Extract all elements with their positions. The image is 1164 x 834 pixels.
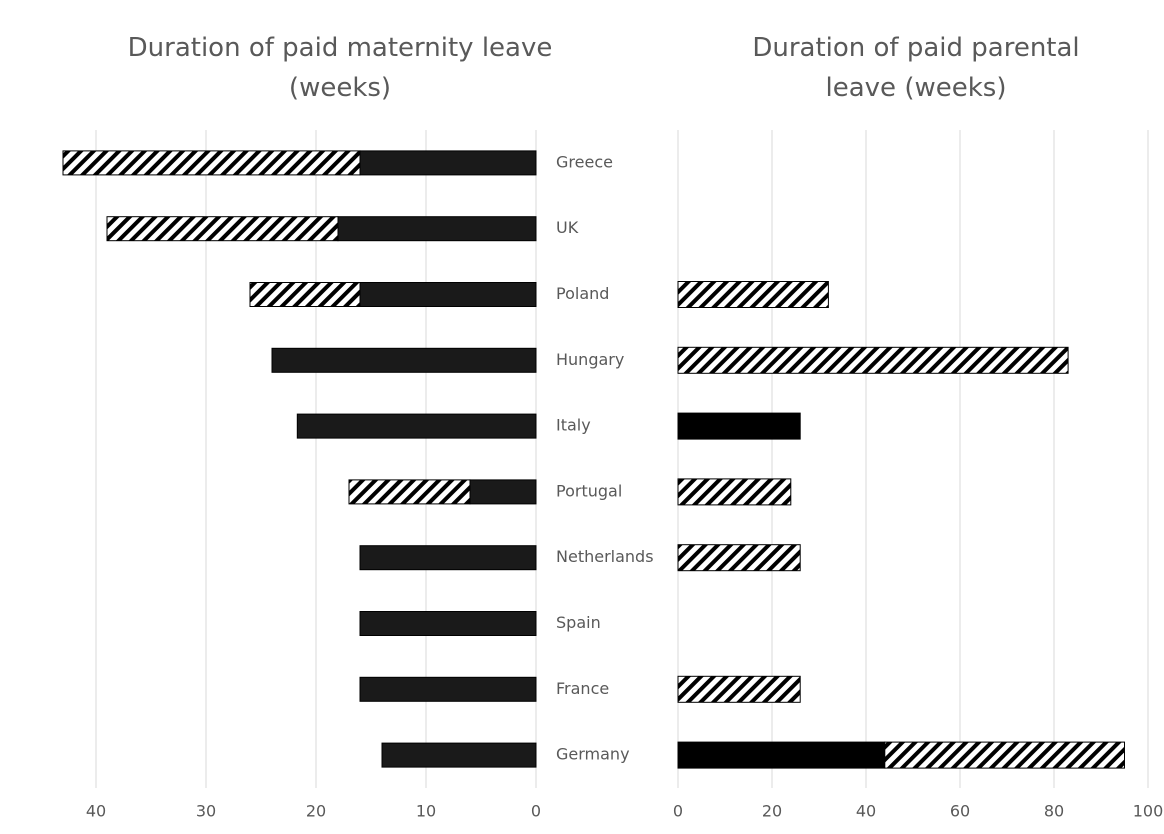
bar <box>677 412 801 440</box>
x-tick-label: 40 <box>86 802 106 821</box>
category-label: UK <box>556 218 579 237</box>
bar <box>359 282 537 307</box>
x-tick-label: 100 <box>1133 802 1164 821</box>
x-tick-label: 60 <box>950 802 970 821</box>
chart-title: Duration of paid parental leave (weeks) <box>752 33 1080 103</box>
x-tick-label: 10 <box>416 802 436 821</box>
bar <box>348 479 471 505</box>
bar <box>677 675 801 703</box>
bar <box>359 150 537 176</box>
category-label: Portugal <box>556 481 622 500</box>
x-tick-label: 30 <box>196 802 216 821</box>
bar <box>359 545 537 571</box>
category-label: France <box>556 679 609 698</box>
category-label: Hungary <box>556 350 624 369</box>
bar <box>677 741 886 769</box>
bar <box>884 741 1125 769</box>
x-tick-label: 80 <box>1044 802 1064 821</box>
bar <box>62 150 361 176</box>
x-tick-label: 0 <box>673 802 683 821</box>
bar <box>677 281 829 308</box>
chart-title: Duration of paid maternity leave (weeks) <box>127 33 553 103</box>
bar <box>381 742 537 768</box>
bar <box>677 544 801 572</box>
bar <box>359 676 537 702</box>
category-label: Italy <box>556 416 591 435</box>
category-label: Poland <box>556 284 609 303</box>
bar <box>337 216 537 242</box>
bar <box>469 479 537 505</box>
x-tick-label: 20 <box>306 802 326 821</box>
x-tick-label: 40 <box>856 802 876 821</box>
x-tick-label: 0 <box>531 802 541 821</box>
bar <box>677 346 1069 374</box>
category-label: Germany <box>556 745 630 764</box>
bar <box>677 478 792 506</box>
category-label: Spain <box>556 613 601 632</box>
category-label: Greece <box>556 152 613 171</box>
bar <box>359 611 537 636</box>
bar <box>296 413 537 439</box>
bar <box>249 282 361 307</box>
x-tick-label: 20 <box>762 802 782 821</box>
category-label: Netherlands <box>556 547 654 566</box>
bar <box>106 216 339 242</box>
bar <box>271 347 537 373</box>
